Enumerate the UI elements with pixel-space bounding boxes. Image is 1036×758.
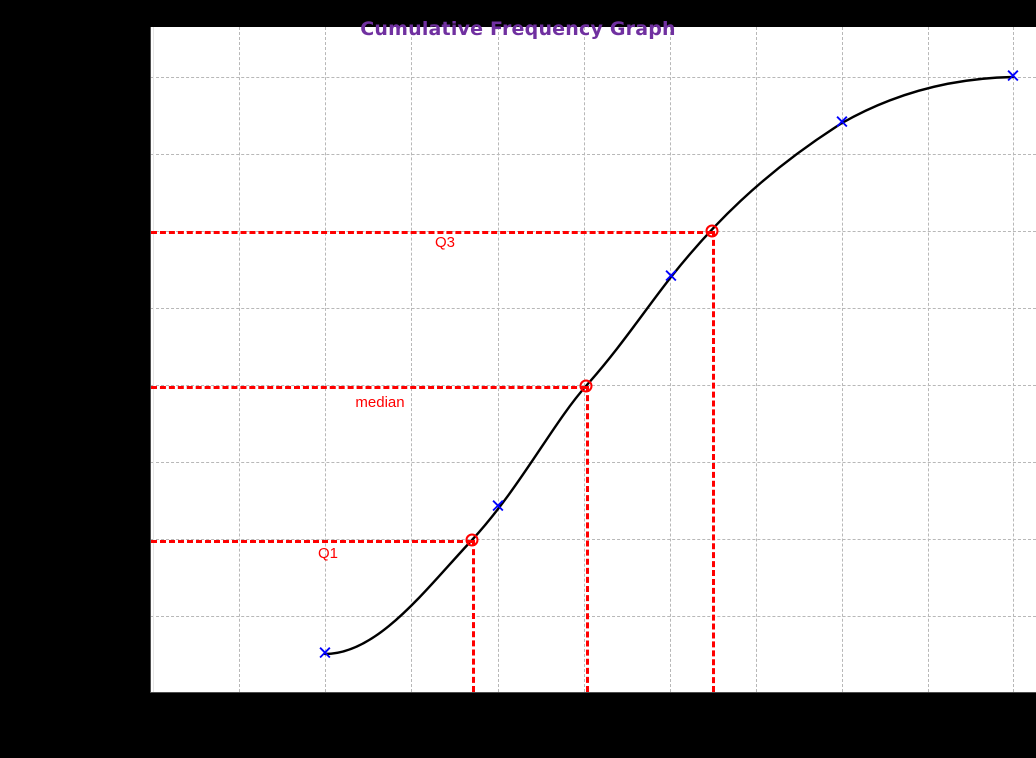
gridline-horizontal xyxy=(151,385,1036,386)
data-point-marker: ✕ xyxy=(1005,65,1021,88)
data-point-marker: ✕ xyxy=(663,265,679,288)
median-label: median xyxy=(355,394,405,411)
gridline-vertical xyxy=(670,27,671,692)
gridline-vertical xyxy=(325,27,326,692)
gridline-vertical xyxy=(842,27,843,692)
gridline-horizontal xyxy=(151,308,1036,309)
gridline-vertical xyxy=(756,27,757,692)
gridline-vertical xyxy=(498,27,499,692)
gridline-horizontal xyxy=(151,77,1036,78)
q3-label: Q3 xyxy=(434,234,456,251)
gridline-horizontal xyxy=(151,539,1036,540)
median-marker xyxy=(579,379,593,393)
x-axis-line xyxy=(150,692,1036,693)
q3-vertical-line xyxy=(712,231,715,692)
data-point-marker: ✕ xyxy=(834,111,850,134)
gridline-vertical xyxy=(584,27,585,692)
q1-label: Q1 xyxy=(317,545,339,562)
q1-marker xyxy=(465,533,479,547)
gridline-vertical xyxy=(239,27,240,692)
data-point-marker: ✕ xyxy=(317,642,333,665)
gridline-horizontal xyxy=(151,462,1036,463)
data-point-marker: ✕ xyxy=(490,495,506,518)
q1-vertical-line xyxy=(472,540,475,692)
page-title: Cumulative Frequency Graph xyxy=(360,18,676,40)
gridline-vertical xyxy=(411,27,412,692)
q3-marker xyxy=(705,224,719,238)
gridline-vertical xyxy=(1013,27,1014,692)
gridline-horizontal xyxy=(151,616,1036,617)
plot-area xyxy=(151,27,1036,692)
q1-horizontal-line xyxy=(151,540,472,543)
gridline-vertical xyxy=(928,27,929,692)
y-axis-inner-line xyxy=(153,27,154,693)
gridline-horizontal xyxy=(151,154,1036,155)
y-axis-line xyxy=(150,27,151,693)
median-vertical-line xyxy=(586,386,589,692)
median-horizontal-line xyxy=(151,386,586,389)
q3-horizontal-line xyxy=(151,231,712,234)
